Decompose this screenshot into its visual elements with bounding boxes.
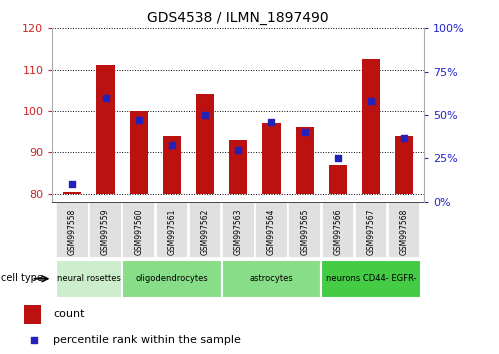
Text: GSM997568: GSM997568 (400, 209, 409, 255)
FancyBboxPatch shape (388, 202, 421, 258)
Bar (196, 93, 214, 194)
Text: astrocytes: astrocytes (250, 274, 293, 283)
Text: GSM997563: GSM997563 (234, 209, 243, 255)
FancyBboxPatch shape (321, 202, 354, 258)
FancyBboxPatch shape (255, 202, 288, 258)
Bar (130, 110, 148, 194)
Point (234, 147, 242, 153)
Text: GSM997565: GSM997565 (300, 209, 309, 255)
Bar (63, 192, 81, 194)
Title: GDS4538 / ILMN_1897490: GDS4538 / ILMN_1897490 (148, 11, 329, 24)
Point (301, 130, 309, 135)
FancyBboxPatch shape (122, 202, 155, 258)
Point (267, 119, 275, 125)
Point (201, 112, 209, 118)
Bar (229, 140, 248, 194)
FancyBboxPatch shape (288, 202, 321, 258)
Text: oligodendrocytes: oligodendrocytes (136, 274, 208, 283)
Point (101, 95, 109, 101)
Point (68, 182, 76, 187)
FancyBboxPatch shape (321, 259, 421, 298)
FancyBboxPatch shape (56, 259, 122, 298)
Text: GSM997561: GSM997561 (167, 209, 176, 255)
Text: cell type: cell type (1, 273, 43, 283)
Point (367, 98, 375, 104)
Text: GSM997562: GSM997562 (201, 209, 210, 255)
FancyBboxPatch shape (122, 259, 222, 298)
Bar (96, 65, 115, 194)
Point (135, 118, 143, 123)
Bar (362, 59, 380, 194)
Bar (395, 136, 413, 194)
Bar (295, 127, 314, 194)
FancyBboxPatch shape (56, 202, 89, 258)
Text: GSM997564: GSM997564 (267, 209, 276, 255)
Text: GSM997559: GSM997559 (101, 209, 110, 255)
FancyBboxPatch shape (89, 202, 122, 258)
Text: neurons CD44- EGFR-: neurons CD44- EGFR- (326, 274, 416, 283)
Bar (329, 165, 347, 194)
Text: percentile rank within the sample: percentile rank within the sample (53, 335, 241, 345)
Text: GSM997567: GSM997567 (367, 209, 376, 255)
Bar (262, 123, 280, 194)
Text: count: count (53, 309, 85, 320)
Point (168, 142, 176, 147)
Text: GSM997560: GSM997560 (134, 209, 143, 255)
FancyBboxPatch shape (189, 202, 222, 258)
Bar (24, 304, 41, 324)
Text: GSM997558: GSM997558 (68, 209, 77, 255)
FancyBboxPatch shape (156, 202, 188, 258)
Text: neural rosettes: neural rosettes (57, 274, 121, 283)
Text: GSM997566: GSM997566 (333, 209, 342, 255)
Point (400, 135, 408, 141)
Bar (163, 136, 181, 194)
Point (30, 337, 38, 343)
FancyBboxPatch shape (355, 202, 387, 258)
FancyBboxPatch shape (222, 259, 321, 298)
FancyBboxPatch shape (222, 202, 254, 258)
Point (334, 155, 342, 161)
